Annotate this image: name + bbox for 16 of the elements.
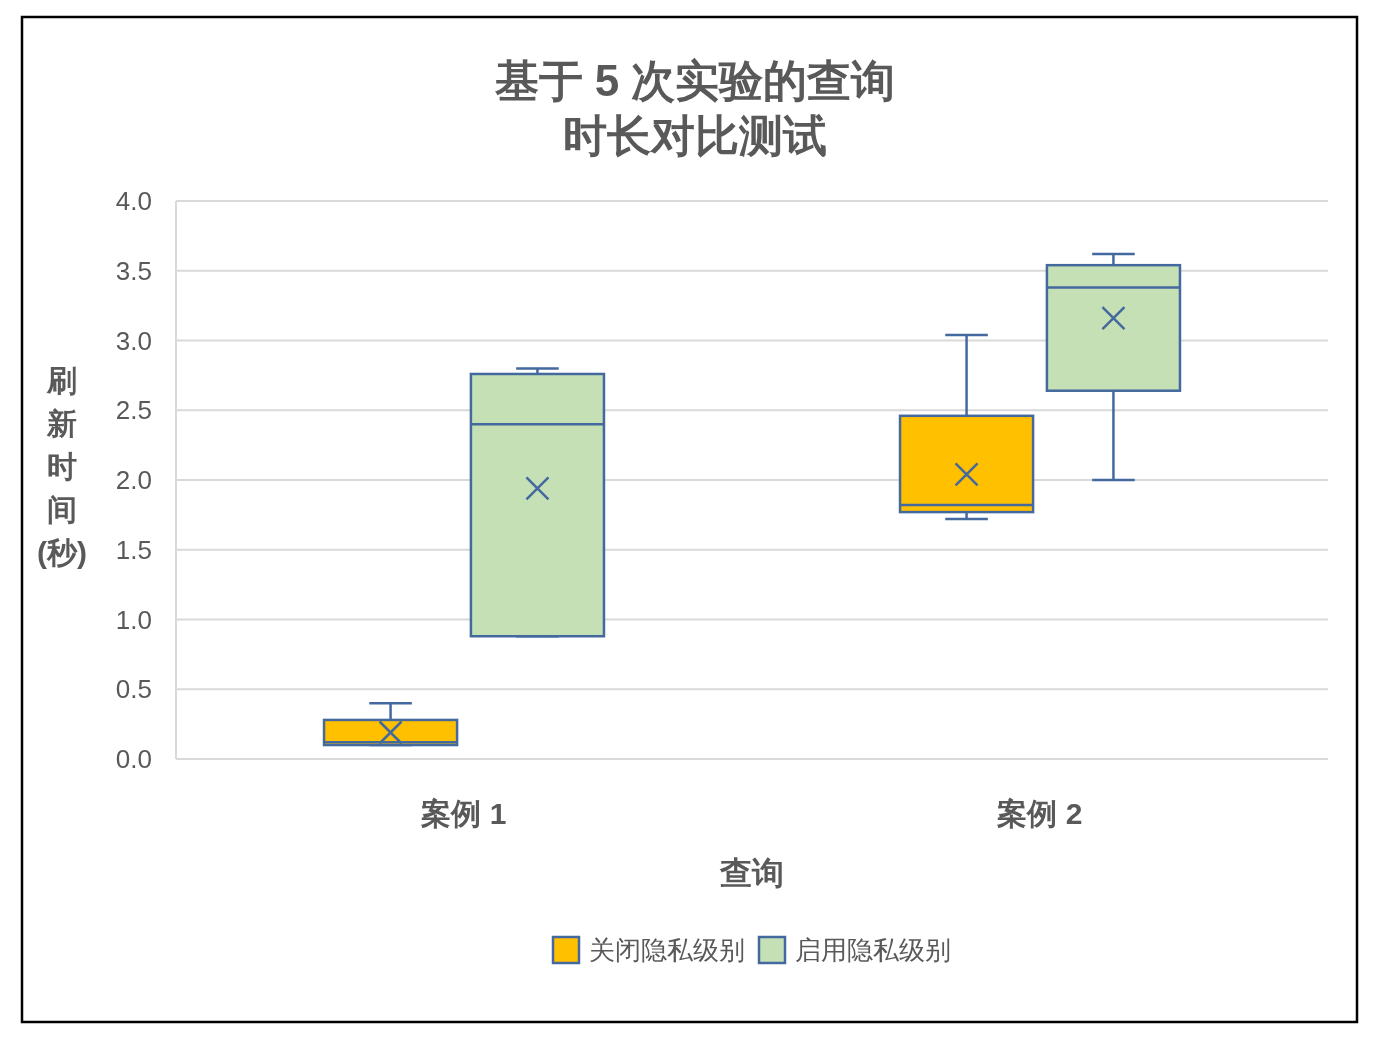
y-tick-label: 0.0 — [115, 744, 152, 774]
legend-label: 关闭隐私级别 — [589, 935, 745, 965]
y-tick-label: 2.5 — [115, 395, 152, 426]
y-tick-label: 2.0 — [115, 465, 152, 495]
x-tick-label: 案例 2 — [996, 796, 1083, 830]
legend-label: 启用隐私级别 — [795, 935, 951, 965]
ylabel: 刷新时间(秒) — [37, 363, 87, 569]
y-tick-label: 0.5 — [115, 674, 152, 705]
title: 基于 5 次实验的查询时长对比测试 — [494, 56, 896, 160]
y-tick-label: 4.0 — [115, 186, 152, 216]
y-tick-label: 1.0 — [115, 604, 152, 635]
y-tick-label: 3.5 — [115, 255, 152, 286]
y-tick-label: 3.0 — [115, 325, 152, 356]
x-axis-title: 查询 — [719, 855, 784, 891]
x-tick-label: 案例 1 — [420, 796, 507, 830]
y-tick-label: 1.5 — [115, 534, 152, 565]
